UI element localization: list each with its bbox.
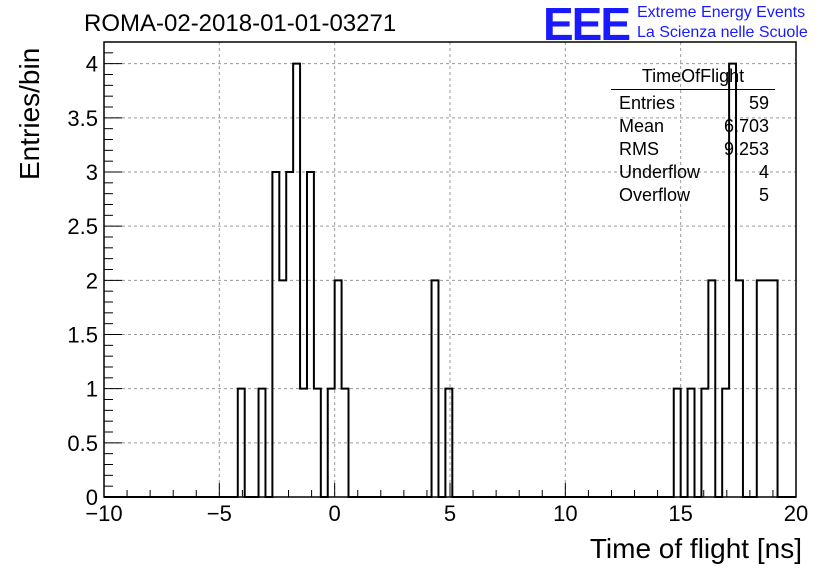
- x-axis-label: Time of flight [ns]: [589, 533, 802, 564]
- y-tick-label: 1: [86, 377, 98, 402]
- eee-logo: EEE: [543, 0, 631, 50]
- stats-label: Mean: [619, 116, 665, 136]
- y-tick-label: 0: [86, 485, 98, 510]
- stats-value: 6.703: [723, 116, 769, 136]
- stats-value: 5: [758, 185, 769, 205]
- logo-caption-line1: Extreme Energy Events: [637, 4, 806, 21]
- stats-row-underflow: Underflow 4: [611, 161, 775, 184]
- logo-caption-line2: La Scienza nelle Scuole: [637, 24, 808, 41]
- x-tick-label: −10: [85, 501, 122, 526]
- y-tick-label: 2: [86, 268, 98, 293]
- stats-box: TimeOfFlight Entries 59 Mean 6.703 RMS 9…: [611, 66, 775, 207]
- stats-row-mean: Mean 6.703: [611, 115, 775, 138]
- stats-value: 59: [748, 93, 769, 113]
- x-tick-label: 0: [329, 501, 341, 526]
- y-tick-label: 3.5: [67, 106, 98, 131]
- stats-row-overflow: Overflow 5: [611, 184, 775, 207]
- stats-title: TimeOfFlight: [611, 66, 775, 90]
- x-tick-label: 20: [784, 501, 808, 526]
- y-tick-label: 4: [86, 52, 98, 77]
- stats-label: Underflow: [619, 162, 701, 182]
- x-tick-label: 15: [668, 501, 692, 526]
- stats-value: 4: [758, 162, 769, 182]
- x-tick-label: 10: [553, 501, 577, 526]
- axis-ticks: −10 −5 0 5 10 15 20 0 0.5 1 1.5 2 2.5 3 3.5 4: [67, 41, 808, 526]
- stats-row-entries: Entries 59: [611, 92, 775, 115]
- y-tick-label: 1.5: [67, 323, 98, 348]
- x-tick-label: 5: [444, 501, 456, 526]
- stats-value: 9.253: [723, 139, 769, 159]
- y-tick-label: 3: [86, 160, 98, 185]
- stats-label: Overflow: [619, 185, 691, 205]
- y-tick-label: 0.5: [67, 431, 98, 456]
- y-tick-label: 2.5: [67, 214, 98, 239]
- plot-title: ROMA-02-2018-01-01-03271: [84, 10, 397, 37]
- x-tick-label: −5: [207, 501, 232, 526]
- histogram-series: [104, 62, 796, 498]
- stats-label: Entries: [619, 93, 676, 113]
- stats-row-rms: RMS 9.253: [611, 138, 775, 161]
- stats-label: RMS: [619, 139, 659, 159]
- y-axis-label: Entries/bin: [14, 47, 45, 180]
